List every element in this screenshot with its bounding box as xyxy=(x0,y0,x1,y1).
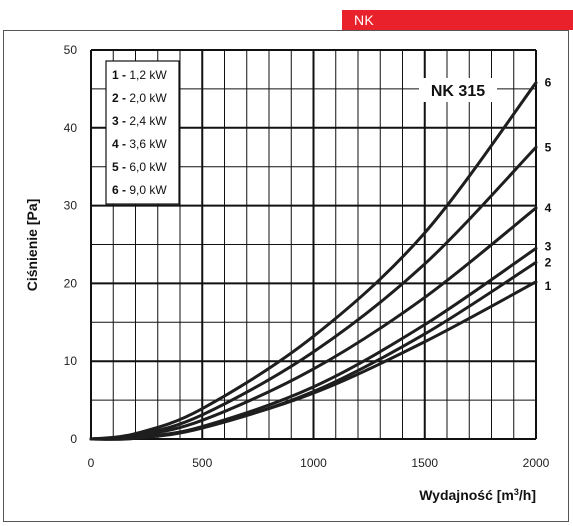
y-tick-label: 50 xyxy=(64,43,78,57)
y-tick-label: 30 xyxy=(64,199,78,213)
legend-entry-3: 3 - 2,4 kW xyxy=(112,114,167,128)
y-tick-label: 20 xyxy=(64,276,78,290)
curve-label-4: 4 xyxy=(545,201,552,215)
x-axis-title: Wydajność [m3/h] xyxy=(419,487,536,503)
legend-separator: - xyxy=(119,114,130,128)
legend-value: 9,0 kW xyxy=(129,183,167,197)
axis-ticks: 0 500 1000 1500 2000 0 10 20 30 40 50 xyxy=(64,43,550,470)
product-tag-label: NK xyxy=(354,12,375,28)
legend-entry-2: 2 - 2,0 kW xyxy=(112,91,167,105)
y-tick-label: 40 xyxy=(64,121,78,135)
y-axis-title: Ciśnienie [Pa] xyxy=(24,199,40,292)
x-axis-title-end: /h] xyxy=(519,487,536,503)
model-label: NK 315 xyxy=(431,83,485,100)
legend-key: 1 xyxy=(112,68,119,82)
legend-key: 2 xyxy=(112,91,119,105)
curve-label-6: 6 xyxy=(545,76,552,90)
curve-label-1: 1 xyxy=(545,279,552,293)
x-tick-label: 1000 xyxy=(300,456,327,470)
legend-value: 2,0 kW xyxy=(129,91,167,105)
legend-value: 2,4 kW xyxy=(129,114,167,128)
legend-entry-6: 6 - 9,0 kW xyxy=(112,183,167,197)
curve-3 xyxy=(89,246,538,441)
legend-value: 3,6 kW xyxy=(129,137,167,151)
legend-separator: - xyxy=(119,137,130,151)
x-tick-label: 1500 xyxy=(411,456,438,470)
x-tick-label: 2000 xyxy=(523,456,550,470)
model-label-background xyxy=(419,78,497,102)
minor-grid xyxy=(91,50,536,439)
legend-separator: - xyxy=(119,68,130,82)
legend-key: 6 xyxy=(112,183,119,197)
y-tick-label: 0 xyxy=(70,432,77,446)
legend: 1 - 1,2 kW 2 - 2,0 kW 3 - 2,4 kW 4 - 3,6 kW… xyxy=(105,60,180,205)
legend-box xyxy=(105,60,180,205)
chart-frame xyxy=(3,30,569,522)
legend-key: 4 xyxy=(112,137,119,151)
legend-entry-1: 1 - 1,2 kW xyxy=(112,68,167,82)
legend-entry-4: 4 - 3,6 kW xyxy=(112,137,167,151)
curve-label-2: 2 xyxy=(545,255,552,269)
legend-value: 1,2 kW xyxy=(129,68,167,82)
legend-separator: - xyxy=(119,91,130,105)
product-tag: NK xyxy=(342,10,573,30)
legend-value: 6,0 kW xyxy=(129,160,167,174)
x-axis-title-main: Wydajność [m xyxy=(419,487,514,503)
curve-5 xyxy=(89,145,538,441)
y-tick-label: 10 xyxy=(64,354,78,368)
major-grid xyxy=(90,49,537,440)
model-label-box: NK 315 xyxy=(419,78,497,102)
curve-label-5: 5 xyxy=(545,140,552,154)
curves xyxy=(89,81,538,441)
x-tick-label: 500 xyxy=(192,456,212,470)
legend-key: 5 xyxy=(112,160,119,174)
curve-label-3: 3 xyxy=(545,239,552,253)
x-tick-label: 0 xyxy=(88,456,95,470)
curve-6 xyxy=(89,81,538,441)
curve-labels: 1 2 3 4 5 6 xyxy=(545,76,552,293)
legend-key: 3 xyxy=(112,114,119,128)
legend-separator: - xyxy=(119,183,130,197)
legend-separator: - xyxy=(119,160,130,174)
legend-entry-5: 5 - 6,0 kW xyxy=(112,160,167,174)
x-axis-title-superscript: 3 xyxy=(514,487,519,497)
